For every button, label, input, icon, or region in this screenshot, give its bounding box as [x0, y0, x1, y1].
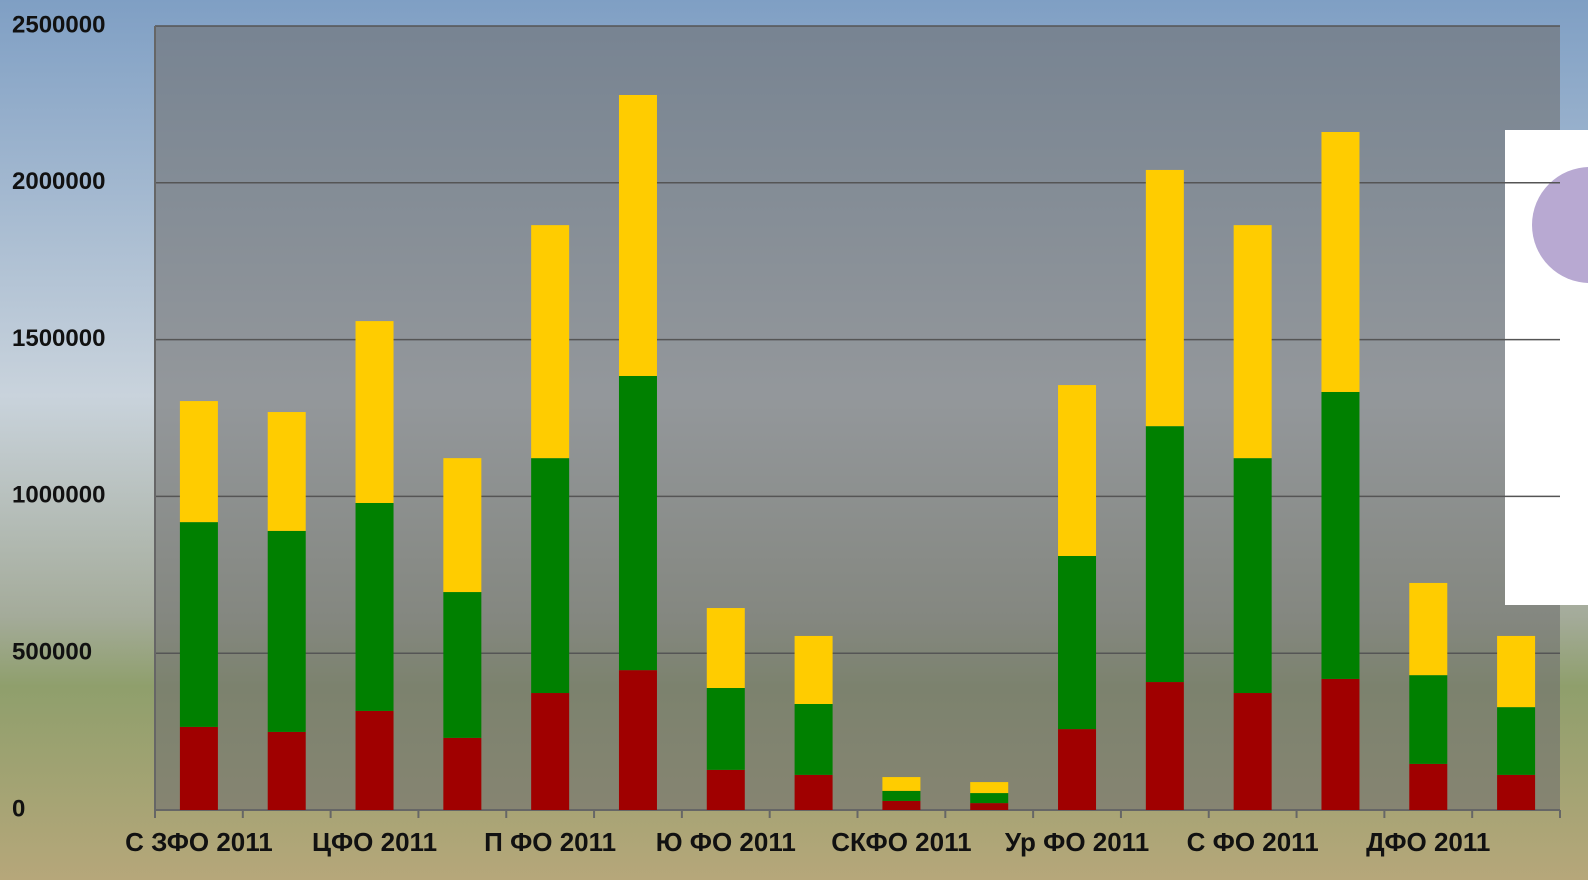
bar-segment — [795, 704, 833, 775]
bar-segment — [1234, 458, 1272, 693]
bar-segment — [356, 321, 394, 503]
bar-segment — [531, 225, 569, 458]
bar-segment — [619, 376, 657, 670]
bar-segment — [180, 727, 218, 810]
bar-segment — [1497, 707, 1535, 775]
bar-segment — [882, 777, 920, 791]
bar-segment — [268, 732, 306, 810]
bar-segment — [970, 782, 1008, 793]
bar-segment — [1321, 392, 1359, 679]
chart: 0 500000 1000000 1500000 2000000 2500000 С ЗФО… — [0, 0, 1588, 880]
x-tick-label: СКФО 2011 — [831, 827, 971, 857]
bar-segment — [1321, 132, 1359, 392]
bar-segment — [180, 522, 218, 727]
y-tick-label: 2000000 — [12, 168, 105, 195]
bar-segment — [619, 95, 657, 376]
bar-segment — [356, 503, 394, 711]
bar-segment — [356, 711, 394, 810]
y-tick-label: 2500000 — [12, 11, 105, 38]
bar-segment — [180, 401, 218, 522]
bar-segment — [882, 801, 920, 810]
bar-segment — [970, 793, 1008, 803]
y-tick-label: 500000 — [12, 639, 92, 666]
bar-segment — [531, 458, 569, 693]
bar-segment — [1058, 556, 1096, 729]
bar-segment — [1058, 729, 1096, 810]
x-tick-label: ДФО 2011 — [1366, 827, 1490, 857]
bar-segment — [1058, 385, 1096, 556]
bar-segment — [882, 791, 920, 801]
x-tick-label: Ур ФО 2011 — [1005, 827, 1149, 857]
bar-segment — [970, 803, 1008, 810]
bar-segment — [443, 738, 481, 810]
bar-segment — [795, 636, 833, 704]
bar-segment — [1321, 679, 1359, 810]
bar-segment — [1497, 775, 1535, 810]
bar-segment — [707, 770, 745, 810]
bar-segment — [1409, 583, 1447, 675]
bar-segment — [619, 670, 657, 810]
bar-segment — [1146, 682, 1184, 810]
x-tick-label: П ФО 2011 — [484, 827, 616, 857]
bar-segment — [1409, 764, 1447, 810]
bar-segment — [1234, 225, 1272, 458]
x-tick-label: ЦФО 2011 — [312, 827, 437, 857]
y-tick-label: 1000000 — [12, 482, 105, 509]
y-tick-label: 1500000 — [12, 325, 105, 352]
bar-segment — [1146, 426, 1184, 682]
bar-segment — [1146, 170, 1184, 426]
bar-segment — [268, 531, 306, 732]
bar-segment — [795, 775, 833, 810]
x-tick-label: Ю ФО 2011 — [656, 827, 796, 857]
y-tick-label: 0 — [12, 795, 25, 822]
bar-segment — [443, 458, 481, 592]
x-tick-label: С ФО 2011 — [1187, 827, 1319, 857]
x-tick-label: С ЗФО 2011 — [125, 827, 273, 857]
bar-segment — [443, 592, 481, 738]
bar-segment — [707, 688, 745, 770]
bar-segment — [268, 412, 306, 531]
bar-segment — [707, 608, 745, 688]
bar-segment — [1409, 675, 1447, 764]
bar-segment — [1497, 636, 1535, 707]
bar-segment — [1234, 693, 1272, 810]
bar-segment — [531, 693, 569, 810]
